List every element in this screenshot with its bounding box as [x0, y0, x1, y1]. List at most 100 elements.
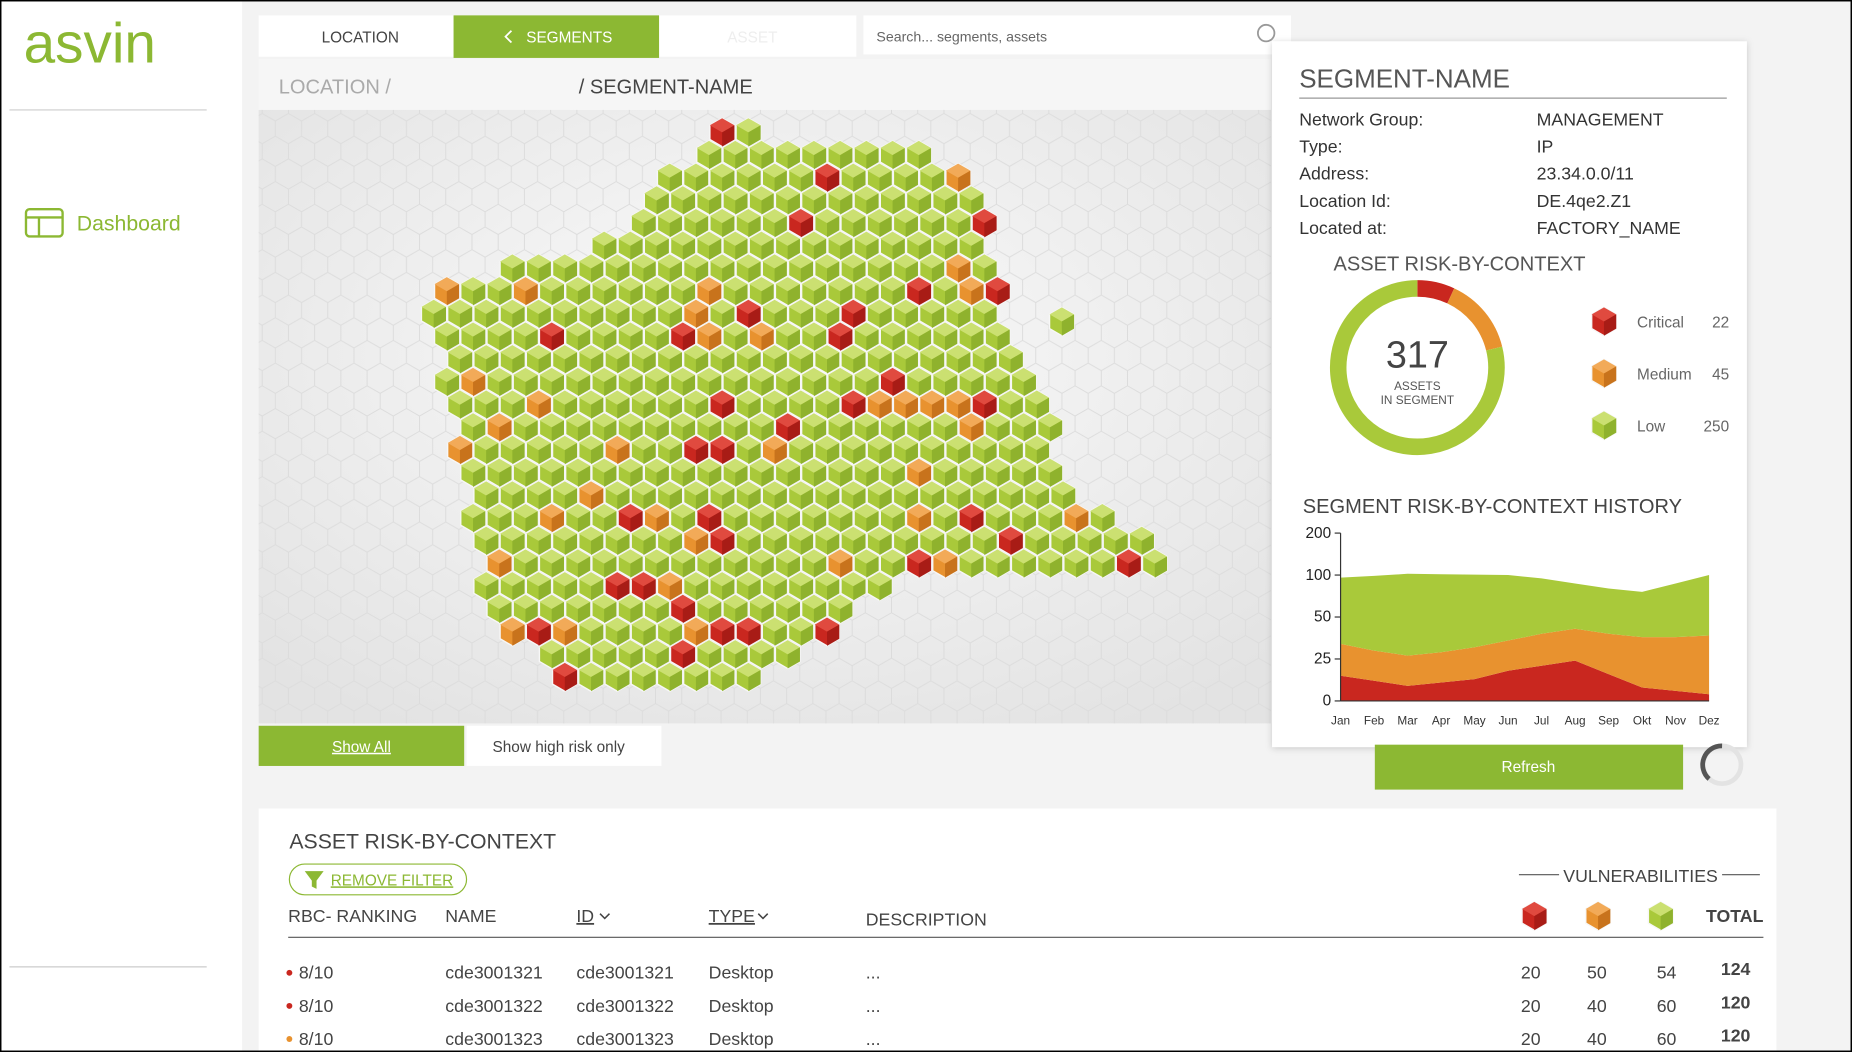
asset-hex[interactable] — [866, 480, 893, 511]
asset-hex[interactable] — [879, 230, 906, 261]
asset-hex[interactable] — [879, 276, 906, 307]
asset-hex[interactable] — [892, 344, 919, 375]
asset-hex[interactable] — [1010, 367, 1037, 398]
asset-hex[interactable] — [918, 208, 945, 239]
asset-hex[interactable] — [971, 389, 998, 420]
asset-hex[interactable] — [433, 276, 460, 307]
asset-hex[interactable] — [433, 321, 460, 352]
asset-hex[interactable] — [446, 344, 473, 375]
asset-hex[interactable] — [669, 457, 696, 488]
asset-hex[interactable] — [748, 639, 775, 670]
asset-hex[interactable] — [643, 503, 670, 534]
asset-hex[interactable] — [984, 548, 1011, 579]
asset-hex[interactable] — [932, 276, 959, 307]
asset-hex[interactable] — [578, 662, 605, 693]
asset-hex[interactable] — [1102, 525, 1129, 556]
asset-hex[interactable] — [722, 639, 749, 670]
asset-hex[interactable] — [1141, 548, 1168, 579]
asset-hex[interactable] — [787, 162, 814, 193]
asset-hex[interactable] — [735, 117, 762, 148]
asset-hex[interactable] — [1063, 548, 1090, 579]
asset-hex[interactable] — [420, 298, 447, 329]
asset-hex[interactable] — [696, 548, 723, 579]
asset-hex[interactable] — [630, 525, 657, 556]
asset-hex[interactable] — [800, 140, 827, 171]
asset-hex[interactable] — [958, 457, 985, 488]
asset-hex[interactable] — [578, 435, 605, 466]
asset-hex[interactable] — [945, 298, 972, 329]
asset-hex[interactable] — [512, 548, 539, 579]
asset-hex[interactable] — [525, 525, 552, 556]
asset-hex[interactable] — [905, 457, 932, 488]
asset-hex[interactable] — [905, 503, 932, 534]
asset-hex[interactable] — [853, 140, 880, 171]
asset-hex[interactable] — [800, 503, 827, 534]
asset-hex[interactable] — [499, 616, 526, 647]
asset-hex[interactable] — [591, 593, 618, 624]
asset-hex[interactable] — [997, 389, 1024, 420]
asset-hex[interactable] — [892, 162, 919, 193]
asset-hex[interactable] — [604, 525, 631, 556]
asset-hex[interactable] — [853, 412, 880, 443]
asset-hex[interactable] — [748, 321, 775, 352]
asset-hex[interactable] — [656, 435, 683, 466]
asset-hex[interactable] — [617, 367, 644, 398]
asset-hex[interactable] — [853, 276, 880, 307]
asset-hex[interactable] — [709, 525, 736, 556]
asset-hex[interactable] — [525, 480, 552, 511]
asset-hex[interactable] — [722, 593, 749, 624]
asset-hex[interactable] — [800, 276, 827, 307]
asset-hex[interactable] — [578, 344, 605, 375]
filter-label[interactable]: REMOVE FILTER — [331, 872, 454, 889]
asset-hex[interactable] — [643, 457, 670, 488]
asset-hex[interactable] — [905, 412, 932, 443]
asset-hex[interactable] — [656, 480, 683, 511]
asset-hex[interactable] — [800, 367, 827, 398]
asset-hex[interactable] — [460, 503, 487, 534]
asset-hex[interactable] — [669, 367, 696, 398]
asset-hex[interactable] — [814, 162, 841, 193]
asset-hex[interactable] — [918, 435, 945, 466]
asset-hex[interactable] — [499, 344, 526, 375]
asset-hex[interactable] — [853, 367, 880, 398]
asset-hex[interactable] — [604, 344, 631, 375]
asset-hex[interactable] — [578, 253, 605, 284]
column-header[interactable]: TYPE — [709, 906, 755, 926]
asset-hex[interactable] — [1115, 548, 1142, 579]
asset-hex[interactable] — [722, 503, 749, 534]
asset-hex[interactable] — [486, 548, 513, 579]
asset-hex[interactable] — [800, 230, 827, 261]
asset-hex[interactable] — [774, 503, 801, 534]
asset-hex[interactable] — [787, 480, 814, 511]
asset-hex[interactable] — [774, 593, 801, 624]
asset-hex[interactable] — [853, 321, 880, 352]
asset-hex[interactable] — [800, 321, 827, 352]
asset-hex[interactable] — [827, 367, 854, 398]
filter-pill[interactable] — [288, 863, 468, 896]
asset-hex[interactable] — [709, 571, 736, 602]
asset-hex[interactable] — [682, 162, 709, 193]
asset-hex[interactable] — [932, 457, 959, 488]
asset-hex[interactable] — [827, 412, 854, 443]
asset-hex[interactable] — [564, 412, 591, 443]
asset-hex[interactable] — [656, 162, 683, 193]
asset-hex[interactable] — [564, 321, 591, 352]
asset-hex[interactable] — [892, 253, 919, 284]
asset-hex[interactable] — [984, 503, 1011, 534]
asset-hex[interactable] — [814, 616, 841, 647]
asset-hex[interactable] — [971, 480, 998, 511]
asset-hex[interactable] — [748, 457, 775, 488]
asset-hex[interactable] — [866, 389, 893, 420]
asset-hex[interactable] — [1076, 525, 1103, 556]
asset-hex[interactable] — [551, 571, 578, 602]
asset-hex[interactable] — [578, 616, 605, 647]
asset-hex[interactable] — [682, 480, 709, 511]
asset-hex[interactable] — [774, 321, 801, 352]
asset-hex[interactable] — [682, 662, 709, 693]
asset-hex[interactable] — [827, 321, 854, 352]
asset-hex[interactable] — [905, 140, 932, 171]
asset-hex[interactable] — [512, 503, 539, 534]
asset-hex[interactable] — [984, 412, 1011, 443]
asset-hex[interactable] — [840, 298, 867, 329]
asset-hex[interactable] — [630, 616, 657, 647]
